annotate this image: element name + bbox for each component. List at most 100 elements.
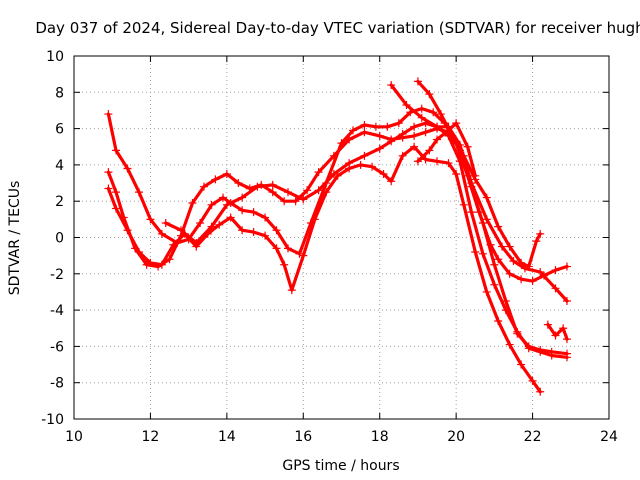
series-line [546,323,569,341]
y-tick-label: 8 [55,85,64,101]
data-point [467,179,476,188]
data-point [398,130,407,139]
x-tick-label: 10 [65,429,83,445]
data-point [421,155,430,164]
data-point [295,249,304,258]
data-point [509,257,518,266]
x-tick-label: 12 [142,429,160,445]
data-point [482,193,491,202]
data-point [501,306,510,315]
y-tick-label: 2 [55,194,64,210]
data-point [146,215,155,224]
data-point [467,208,476,217]
x-tick-label: 24 [600,429,618,445]
data-point [383,122,392,131]
data-point [234,179,243,188]
y-tick-label: -10 [41,412,64,428]
data-point [192,238,201,247]
data-point [249,228,258,237]
data-point [433,135,442,144]
plot-frame [73,55,610,420]
data-point [471,171,480,180]
data-point [433,157,442,166]
data-point [196,218,205,227]
data-point [299,195,308,204]
data-point [478,249,487,258]
data-point [211,175,220,184]
data-point [421,128,430,137]
data-point [123,164,132,173]
x-tick-label: 16 [294,429,312,445]
y-tick-label: 0 [55,231,64,247]
data-point [463,142,472,151]
data-point [284,188,292,197]
data-point [490,260,499,269]
data-point [524,344,533,353]
data-point [161,218,170,227]
data-point [436,110,445,119]
data-point [517,360,526,369]
data-point [524,262,533,271]
data-point [272,244,281,253]
series-day-8 [543,320,571,344]
data-point [452,169,461,178]
data-point [551,331,560,340]
data-point [169,240,178,249]
data-point [444,159,453,168]
data-point [459,200,468,209]
data-point [517,275,526,284]
data-point [345,159,354,168]
x-tick-label: 22 [524,429,542,445]
data-point [360,128,369,137]
data-point [494,255,503,264]
data-point [513,327,522,336]
data-point [398,151,407,160]
data-point [536,229,545,238]
data-point [413,77,422,86]
data-point [505,242,514,251]
data-point [413,157,422,166]
data-point [478,218,487,227]
data-point [448,131,457,140]
data-point [425,146,434,155]
data-point [551,266,560,275]
data-point [345,135,354,144]
data-point [215,220,224,229]
data-point [368,162,377,171]
data-point [490,280,499,289]
grid [74,56,609,419]
data-point [379,169,388,178]
y-axis-label: SDTVAR / TECUs [7,181,23,296]
data-point [104,110,113,119]
data-point [425,90,434,99]
data-point [238,226,247,235]
data-point [261,231,270,240]
data-point [360,151,369,160]
x-tick-label: 20 [447,429,465,445]
data-point [375,131,384,140]
data-point [261,213,270,222]
series-line [106,106,569,283]
data-point [494,222,503,231]
data-point [291,197,300,206]
data-point [429,108,438,117]
series-day-5 [387,81,571,306]
data-point [207,200,216,209]
data-point [310,215,319,224]
data-point [517,258,526,267]
data-point [505,340,514,349]
data-point [562,353,571,362]
data-point [134,248,143,257]
data-point [348,126,357,135]
data-point [505,269,514,278]
plot-area [104,77,571,396]
data-point [249,208,258,217]
y-tick-label: 6 [55,122,64,138]
data-point [375,144,384,153]
data-point [536,267,545,276]
data-point [417,113,426,122]
data-point [433,122,442,131]
data-point [471,248,480,257]
